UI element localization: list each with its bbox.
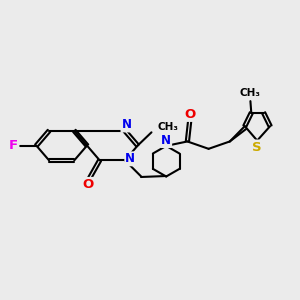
- Text: N: N: [125, 152, 135, 165]
- Text: N: N: [122, 118, 131, 131]
- Text: N: N: [161, 134, 171, 147]
- Text: O: O: [82, 178, 94, 191]
- Text: CH₃: CH₃: [158, 122, 178, 132]
- Text: S: S: [252, 141, 262, 154]
- Text: CH₃: CH₃: [239, 88, 260, 98]
- Text: O: O: [184, 108, 195, 121]
- Text: F: F: [9, 139, 18, 152]
